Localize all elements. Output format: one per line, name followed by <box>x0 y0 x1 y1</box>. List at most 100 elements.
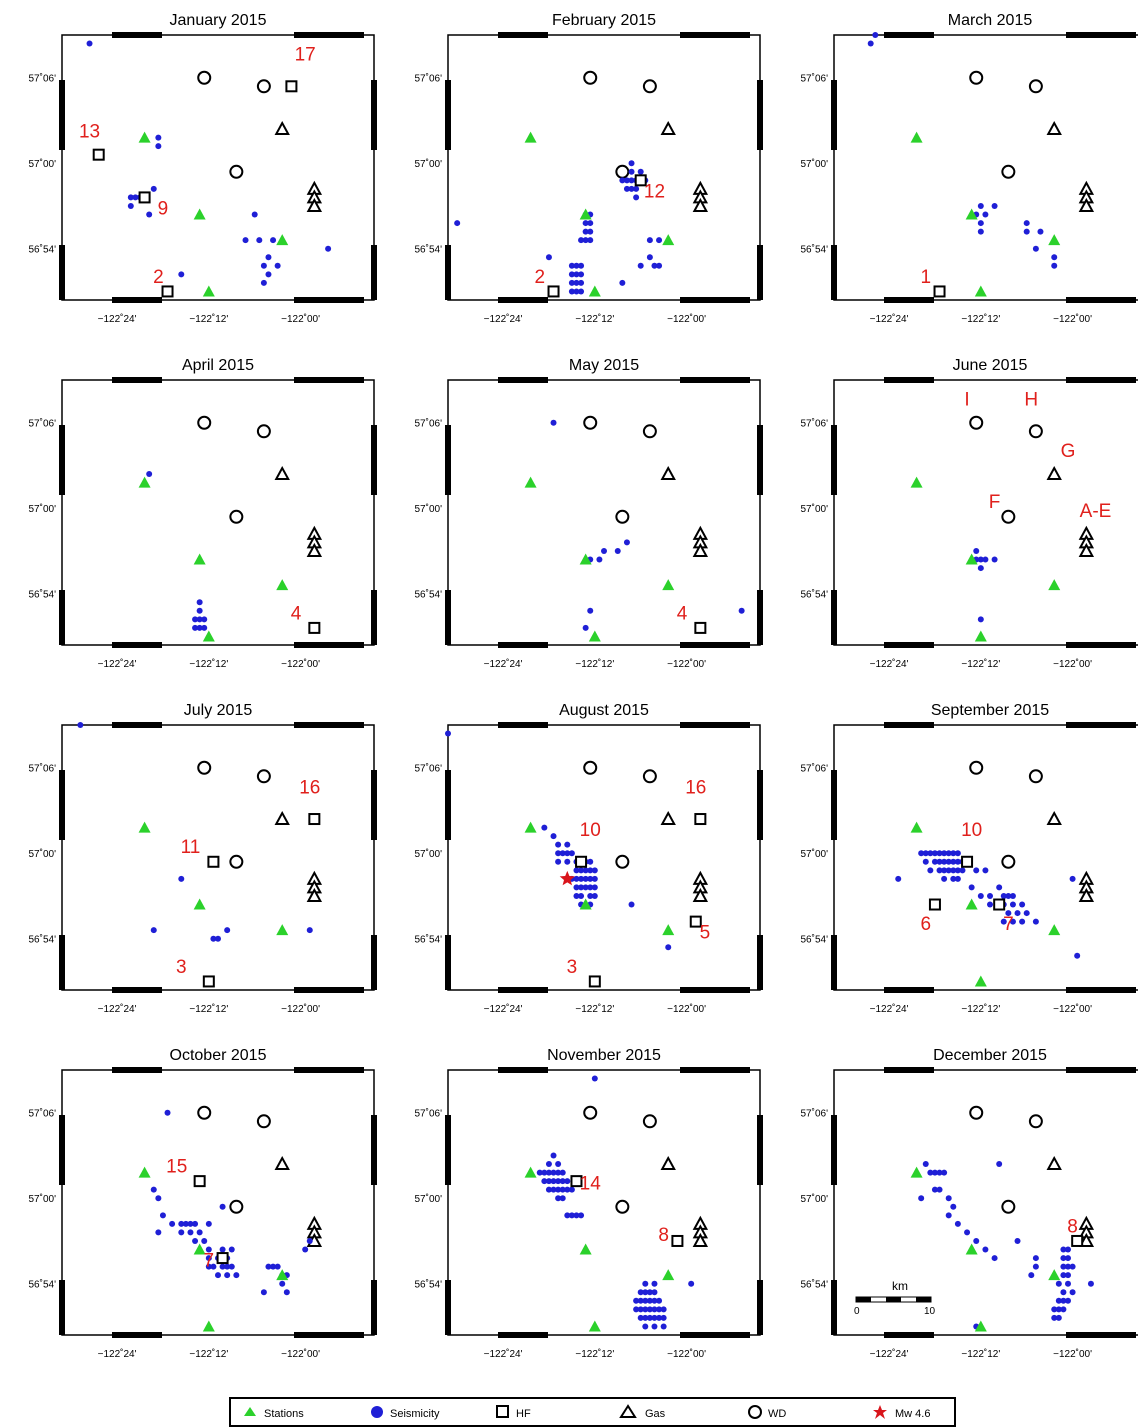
seismicity-dot <box>573 271 580 278</box>
seismicity-dot <box>954 867 961 874</box>
seismicity-dot <box>573 875 580 882</box>
seismicity-dot <box>1065 1263 1071 1270</box>
x-tick-label: −122˚12' <box>961 313 1000 325</box>
x-tick-label: −122˚00' <box>281 313 320 325</box>
frame-bar-right <box>757 1280 763 1335</box>
station-marker <box>276 579 289 591</box>
hf-marker <box>308 813 321 826</box>
station-marker <box>202 630 215 642</box>
seismicity-dot <box>1074 952 1081 959</box>
x-tick-label: −122˚00' <box>667 1003 706 1015</box>
station-marker <box>202 285 215 297</box>
site-label: 5 <box>700 923 711 944</box>
seismicity-dot <box>651 1306 658 1313</box>
wd-marker <box>615 1199 630 1214</box>
seismicity-dot <box>973 867 980 874</box>
x-tick-label: −122˚12' <box>189 1003 228 1015</box>
frame-bar-left <box>445 245 451 300</box>
site-label: 10 <box>580 820 601 841</box>
seismicity-dot <box>637 1297 644 1304</box>
station-marker <box>588 1320 601 1332</box>
seismicity-dot <box>628 168 635 175</box>
seismicity-dot <box>1069 1289 1076 1296</box>
seismicity-dot <box>922 858 929 865</box>
seismicity-dot <box>642 1289 649 1296</box>
seismicity-dot <box>568 271 575 278</box>
panel-title: August 2015 <box>559 702 649 719</box>
seismicity-dot <box>646 237 653 244</box>
y-tick-label: 57˚00' <box>29 1193 57 1205</box>
gas-marker <box>274 465 290 481</box>
seismicity-dot <box>306 927 313 934</box>
frame-bar-left <box>59 1115 65 1185</box>
seismicity-dot <box>150 1186 157 1193</box>
seismicity-dot <box>656 1306 663 1313</box>
seismicity-dot <box>623 539 630 546</box>
seismicity-dot <box>945 1195 952 1202</box>
seismicity-dot <box>150 927 157 934</box>
scale-bar-segment <box>916 1297 931 1302</box>
seismicity-dot <box>936 1186 943 1193</box>
seismicity-dot <box>270 237 277 244</box>
station-marker <box>910 476 923 488</box>
seismicity-dot <box>1060 1255 1067 1262</box>
seismicity-dot <box>1060 1272 1067 1279</box>
map-panel: September 2015 −122˚24' −122˚12' −122˚00' 57… <box>801 702 1138 1015</box>
seismicity-dot <box>555 858 562 865</box>
x-tick-label: −122˚24' <box>870 313 909 325</box>
frame-bar-left <box>831 770 837 840</box>
seismicity-dot <box>996 1161 1003 1168</box>
seismicity-dot <box>265 1263 272 1270</box>
frame-bar-left <box>445 935 451 990</box>
frame-bar-top <box>680 722 750 728</box>
frame-bar-right <box>757 590 763 645</box>
seismicity-dot <box>941 850 948 857</box>
seismicity-dot <box>587 858 594 865</box>
seismicity-dot <box>196 616 203 623</box>
station-marker <box>965 208 978 220</box>
seismicity-dot <box>922 1161 929 1168</box>
seismicity-dot <box>637 262 644 269</box>
hf-marker <box>216 1252 229 1265</box>
y-tick-label: 57˚00' <box>29 848 57 860</box>
hf-marker <box>961 855 974 868</box>
seismicity-dot <box>977 228 984 235</box>
station-marker <box>965 898 978 910</box>
seismicity-dot <box>192 616 199 623</box>
frame-bar-left <box>831 935 837 990</box>
seismicity-dot <box>201 624 208 631</box>
panel-title: January 2015 <box>170 12 267 29</box>
x-tick-label: −122˚00' <box>281 658 320 670</box>
frame-bar-bottom <box>498 1332 548 1338</box>
map-frame <box>833 724 1138 991</box>
x-tick-label: −122˚24' <box>98 313 137 325</box>
seismicity-dot <box>146 471 153 478</box>
frame-bar-bottom <box>498 642 548 648</box>
seismicity-dot <box>219 1246 226 1253</box>
y-tick-label: 57˚00' <box>801 158 829 170</box>
seismicity-dot <box>192 1220 199 1227</box>
map-panel: November 2015 −122˚24' −122˚12' −122˚00' 57˚… <box>415 1047 763 1360</box>
seismicity-dot <box>578 1212 585 1219</box>
site-label: 17 <box>295 45 316 66</box>
seismicity-dot <box>155 134 162 141</box>
seismicity-dot <box>1000 918 1007 925</box>
seismicity-dot <box>656 262 663 269</box>
gas-marker <box>1046 465 1062 481</box>
wd-marker <box>256 1114 271 1129</box>
scale-unit-label: km <box>892 1279 908 1293</box>
legend-seismicity-label: Seismicity <box>390 1408 440 1420</box>
seismicity-dot <box>127 202 134 209</box>
seismicity-dot <box>931 1169 938 1176</box>
frame-bar-bottom <box>680 642 750 648</box>
x-tick-label: −122˚24' <box>870 1003 909 1015</box>
seismicity-dot <box>1069 1263 1076 1270</box>
seismicity-dot <box>977 220 984 227</box>
seismicity-dot <box>941 858 948 865</box>
seismicity-dot <box>996 884 1003 891</box>
station-marker <box>524 131 537 143</box>
wd-marker <box>1028 424 1043 439</box>
site-label: 11 <box>181 837 201 858</box>
seismicity-dot <box>178 1229 185 1236</box>
seismicity-dot <box>656 1297 663 1304</box>
